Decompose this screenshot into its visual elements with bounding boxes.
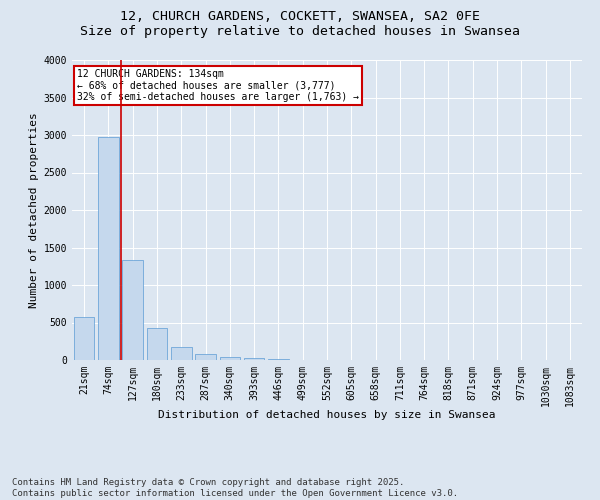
Bar	[220, 356, 240, 360]
Bar	[98, 137, 119, 360]
Text: Contains HM Land Registry data © Crown copyright and database right 2025.
Contai: Contains HM Land Registry data © Crown c…	[12, 478, 458, 498]
Bar	[74, 316, 94, 360]
Bar	[122, 260, 143, 360]
Bar	[146, 328, 167, 360]
Bar	[268, 359, 289, 360]
Bar	[195, 354, 216, 360]
Bar	[244, 358, 265, 360]
X-axis label: Distribution of detached houses by size in Swansea: Distribution of detached houses by size …	[158, 410, 496, 420]
Text: 12, CHURCH GARDENS, COCKETT, SWANSEA, SA2 0FE
Size of property relative to detac: 12, CHURCH GARDENS, COCKETT, SWANSEA, SA…	[80, 10, 520, 38]
Text: 12 CHURCH GARDENS: 134sqm
← 68% of detached houses are smaller (3,777)
32% of se: 12 CHURCH GARDENS: 134sqm ← 68% of detac…	[77, 69, 359, 102]
Bar	[171, 347, 191, 360]
Y-axis label: Number of detached properties: Number of detached properties	[29, 112, 40, 308]
